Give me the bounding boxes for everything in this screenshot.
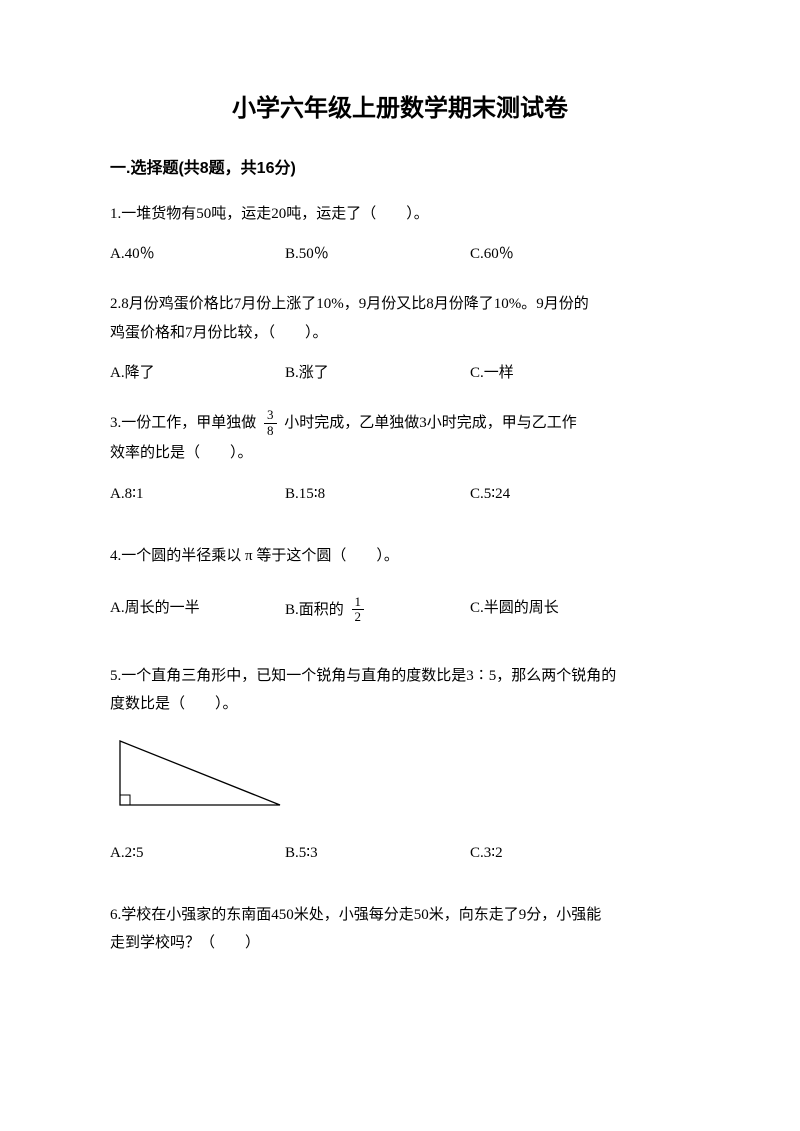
q5-line1: 5.一个直角三角形中，已知一个锐角与直角的度数比是3∶5，那么两个锐角的 [110, 668, 616, 684]
q2-line1: 2.8月份鸡蛋价格比7月份上涨了10%，9月份又比8月份降了10%。9月份的 [110, 296, 589, 312]
q2-text: 2.8月份鸡蛋价格比7月份上涨了10%，9月份又比8月份降了10%。9月份的 鸡… [110, 290, 690, 347]
q5-line2: 度数比是（ ）。 [110, 696, 238, 712]
q5-option-a: A.2∶5 [110, 841, 285, 865]
q2-option-c: C.一样 [470, 361, 630, 385]
q2-options: A.降了 B.涨了 C.一样 [110, 361, 690, 385]
q4-option-a: A.周长的一半 [110, 596, 285, 626]
q5-options: A.2∶5 B.5∶3 C.3∶2 [110, 841, 690, 865]
triangle-icon [110, 733, 290, 815]
q5-triangle [110, 733, 690, 823]
q4-option-c: C.半圆的周长 [470, 596, 630, 626]
question-5: 5.一个直角三角形中，已知一个锐角与直角的度数比是3∶5，那么两个锐角的 度数比… [110, 662, 690, 865]
q2-option-b: B.涨了 [285, 361, 470, 385]
q3-frac-num: 3 [264, 408, 277, 423]
q3-text: 3.一份工作，甲单独做 3 8 小时完成，乙单独做3小时完成，甲与乙工作 效率的… [110, 409, 690, 467]
q6-line2: 走到学校吗？（ ） [110, 935, 260, 951]
q1-option-a: A.40％ [110, 242, 285, 266]
q2-line2: 鸡蛋价格和7月份比较，（ ）。 [110, 325, 328, 341]
q4-text: 4.一个圆的半径乘以 π 等于这个圆（ ）。 [110, 542, 690, 571]
page-title: 小学六年级上册数学期末测试卷 [110, 90, 690, 128]
q4-b-pre: B.面积的 [285, 602, 344, 618]
q4-option-b: B.面积的 1 2 [285, 596, 470, 626]
q4-b-fraction: 1 2 [352, 595, 365, 625]
q4-options: A.周长的一半 B.面积的 1 2 C.半圆的周长 [110, 596, 690, 626]
q6-text: 6.学校在小强家的东南面450米处，小强每分走50米，向东走了9分，小强能 走到… [110, 901, 690, 958]
question-2: 2.8月份鸡蛋价格比7月份上涨了10%，9月份又比8月份降了10%。9月份的 鸡… [110, 290, 690, 385]
q6-line1: 6.学校在小强家的东南面450米处，小强每分走50米，向东走了9分，小强能 [110, 907, 601, 923]
question-3: 3.一份工作，甲单独做 3 8 小时完成，乙单独做3小时完成，甲与乙工作 效率的… [110, 409, 690, 505]
q5-option-b: B.5∶3 [285, 841, 470, 865]
q4-b-frac-den: 2 [352, 610, 365, 624]
section-header: 一.选择题(共8题，共16分) [110, 156, 690, 182]
q3-option-c: C.5∶24 [470, 482, 630, 506]
q3-post: 小时完成，乙单独做3小时完成，甲与乙工作 [284, 416, 577, 432]
q2-option-a: A.降了 [110, 361, 285, 385]
q4-b-frac-num: 1 [352, 595, 365, 610]
question-6: 6.学校在小强家的东南面450米处，小强每分走50米，向东走了9分，小强能 走到… [110, 901, 690, 958]
question-1: 1.一堆货物有50吨，运走20吨，运走了（ ）。 A.40％ B.50％ C.6… [110, 200, 690, 267]
q3-line2: 效率的比是（ ）。 [110, 445, 253, 461]
q3-option-b: B.15∶8 [285, 482, 470, 506]
q3-fraction: 3 8 [264, 408, 277, 438]
q1-option-b: B.50％ [285, 242, 470, 266]
q3-options: A.8∶1 B.15∶8 C.5∶24 [110, 482, 690, 506]
q3-option-a: A.8∶1 [110, 482, 285, 506]
q1-option-c: C.60％ [470, 242, 630, 266]
q1-text: 1.一堆货物有50吨，运走20吨，运走了（ ）。 [110, 200, 690, 229]
q5-option-c: C.3∶2 [470, 841, 630, 865]
question-4: 4.一个圆的半径乘以 π 等于这个圆（ ）。 A.周长的一半 B.面积的 1 2… [110, 542, 690, 626]
q5-text: 5.一个直角三角形中，已知一个锐角与直角的度数比是3∶5，那么两个锐角的 度数比… [110, 662, 690, 719]
q1-options: A.40％ B.50％ C.60％ [110, 242, 690, 266]
q3-pre: 3.一份工作，甲单独做 [110, 416, 256, 432]
q3-frac-den: 8 [264, 424, 277, 438]
